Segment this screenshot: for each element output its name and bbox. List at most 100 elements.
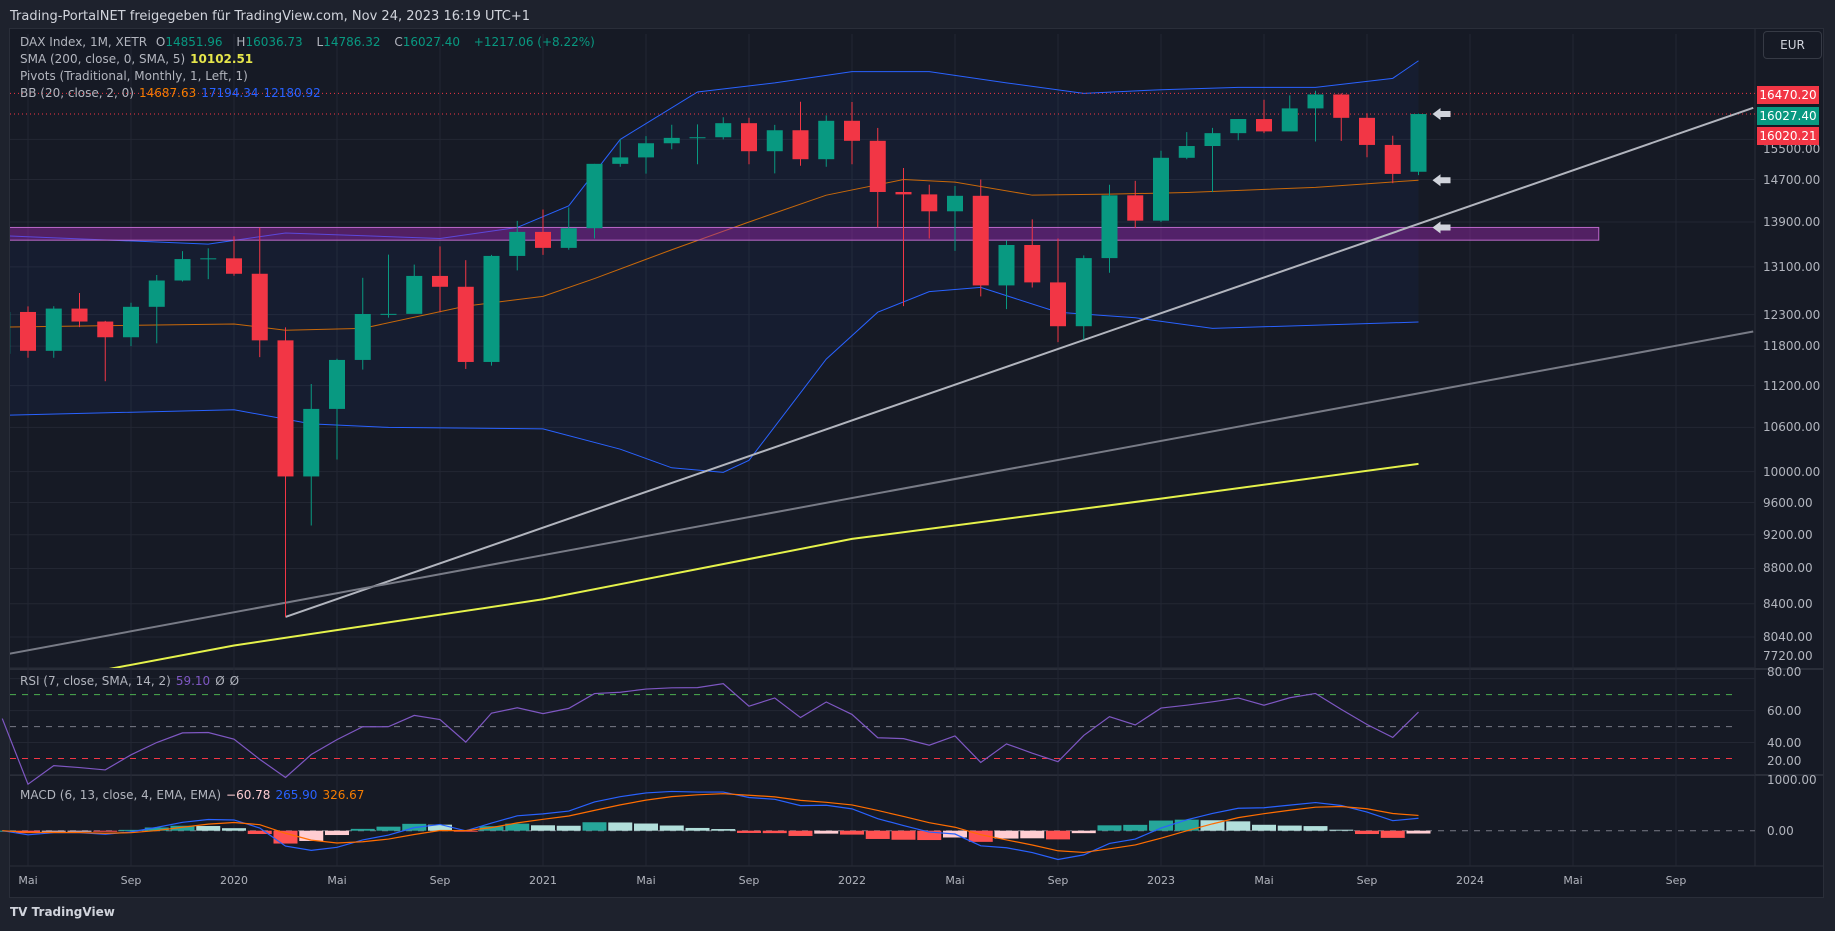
macd-histogram-bar bbox=[762, 830, 787, 834]
candle-up bbox=[1204, 133, 1221, 147]
rsi-axis-label: 80.00 bbox=[1767, 664, 1802, 679]
candle-down bbox=[1256, 119, 1272, 132]
time-axis-label: Mai bbox=[327, 874, 347, 887]
currency-button[interactable]: EUR bbox=[1763, 31, 1822, 59]
symbol-name: DAX Index, 1M, XETR bbox=[20, 35, 148, 49]
sma-legend[interactable]: SMA (200, close, 0, SMA, 5) 10102.51 bbox=[20, 52, 258, 66]
rsi-legend[interactable]: RSI (7, close, SMA, 14, 2) 59.10 Ø Ø bbox=[20, 674, 244, 688]
macd-histogram-bar bbox=[891, 830, 916, 840]
bb-legend[interactable]: BB (20, close, 2, 0) 14687.63 17194.34 1218… bbox=[20, 86, 326, 100]
macd-histogram-bar bbox=[556, 825, 581, 831]
macd-histogram-bar bbox=[917, 830, 942, 841]
price-axis-label: 15500.00 bbox=[1763, 142, 1821, 157]
high-value: 16036.73 bbox=[245, 35, 303, 49]
price-axis-label: 11200.00 bbox=[1763, 378, 1821, 393]
macd-histogram-bar bbox=[1303, 826, 1328, 831]
macd-histogram-bar bbox=[531, 825, 555, 831]
bb-upper-line bbox=[10, 60, 1419, 245]
candle-up bbox=[586, 163, 603, 229]
candle-down bbox=[251, 273, 268, 341]
candle-up bbox=[1281, 108, 1298, 132]
macd-histogram-bar bbox=[788, 830, 813, 836]
candle-down bbox=[1333, 94, 1350, 118]
pivots-legend[interactable]: Pivots (Traditional, Monthly, 1, Left, 1… bbox=[20, 69, 253, 83]
macd-legend[interactable]: MACD (6, 13, close, 4, EMA, EMA) −60.78 26… bbox=[20, 788, 369, 802]
candle-down bbox=[457, 286, 474, 362]
macd-signal-value: 326.67 bbox=[322, 788, 365, 802]
tradingview-logo[interactable]: 𝗧𝗩 TradingView bbox=[10, 905, 115, 919]
candle-up bbox=[509, 231, 526, 256]
high-label: H bbox=[236, 35, 246, 49]
candle-down bbox=[1024, 245, 1041, 283]
time-axis-label: Sep bbox=[738, 874, 760, 887]
macd-histogram-bar bbox=[376, 826, 401, 831]
macd-histogram-bar bbox=[1149, 820, 1173, 831]
macd-line bbox=[2, 790, 1419, 861]
macd-histogram-bar bbox=[1174, 819, 1199, 831]
price-axis-label: 11800.00 bbox=[1763, 339, 1821, 354]
sma-name: SMA (200, close, 0, SMA, 5) bbox=[20, 52, 186, 66]
candle-down bbox=[277, 340, 294, 477]
candle-up bbox=[406, 275, 423, 314]
candle-down bbox=[972, 195, 989, 286]
rsi-axis-label: 20.00 bbox=[1767, 753, 1802, 768]
candle-up bbox=[1075, 258, 1092, 327]
candle-up bbox=[715, 123, 732, 138]
rsi-na-2: Ø bbox=[229, 674, 240, 688]
price-axis-label: 13900.00 bbox=[1763, 214, 1821, 229]
price-axis-label: 13100.00 bbox=[1763, 259, 1821, 274]
macd-histogram-bar bbox=[994, 830, 1019, 839]
time-axis-label: 2023 bbox=[1147, 874, 1175, 887]
open-label: O bbox=[155, 35, 166, 49]
candle-up bbox=[1101, 195, 1118, 259]
candle-up bbox=[329, 359, 345, 409]
time-axis-label: 2022 bbox=[838, 874, 866, 887]
tradingview-logo-icon: 𝗧𝗩 bbox=[10, 905, 32, 919]
macd-histogram-bar bbox=[350, 828, 375, 831]
low-value: 14786.32 bbox=[323, 35, 381, 49]
sma-value: 10102.51 bbox=[190, 52, 254, 66]
macd-histogram-bar bbox=[196, 826, 221, 831]
time-axis-label: Sep bbox=[1356, 874, 1378, 887]
candle-up bbox=[1307, 94, 1324, 109]
symbol-legend[interactable]: DAX Index, 1M, XETR O14851.96 H16036.73 … bbox=[20, 35, 600, 49]
price-axis-label: 12300.00 bbox=[1763, 307, 1821, 322]
candle-up bbox=[303, 408, 320, 477]
price-tag: 16020.21 bbox=[1757, 127, 1819, 145]
macd-histogram-bar bbox=[1355, 830, 1379, 835]
candle-down bbox=[792, 130, 809, 160]
price-axis-label: 7720.00 bbox=[1763, 648, 1813, 663]
candle-up bbox=[483, 255, 500, 362]
rsi-line bbox=[1, 682, 1419, 786]
candle-down bbox=[71, 308, 88, 322]
rsi-name: RSI (7, close, SMA, 14, 2) bbox=[20, 674, 171, 688]
arrow-left-icon bbox=[1432, 108, 1451, 121]
rsi-axis-label: 60.00 bbox=[1767, 703, 1802, 718]
macd-histogram-bar bbox=[1277, 825, 1302, 831]
macd-histogram-bar bbox=[840, 830, 864, 835]
macd-histogram-bar bbox=[273, 830, 298, 844]
macd-signal-line bbox=[2, 793, 1419, 854]
open-value: 14851.96 bbox=[165, 35, 223, 49]
candle-down bbox=[921, 194, 938, 212]
macd-histogram-bar bbox=[170, 825, 195, 831]
candle-up bbox=[123, 306, 139, 338]
price-axis-label: 9200.00 bbox=[1763, 527, 1813, 542]
macd-histogram-bar bbox=[1406, 830, 1431, 834]
macd-histogram-bar bbox=[1046, 830, 1070, 840]
price-axis-label: 10600.00 bbox=[1763, 420, 1821, 435]
close-value: 16027.40 bbox=[402, 35, 460, 49]
macd-histogram-bar bbox=[479, 826, 504, 831]
macd-histogram-bar bbox=[428, 824, 452, 831]
price-tag: 16027.40 bbox=[1757, 107, 1819, 125]
time-axis-label: 2020 bbox=[220, 874, 248, 887]
time-axis-label: 2024 bbox=[1456, 874, 1484, 887]
candle-down bbox=[844, 120, 860, 141]
macd-histogram-bar bbox=[865, 830, 890, 839]
trendline-secondary bbox=[10, 330, 1754, 655]
candle-down bbox=[1050, 282, 1066, 327]
macd-histogram-bar bbox=[711, 829, 736, 831]
change-value: +1217.06 (+8.22%) bbox=[473, 35, 595, 49]
candle-up bbox=[10, 311, 11, 354]
